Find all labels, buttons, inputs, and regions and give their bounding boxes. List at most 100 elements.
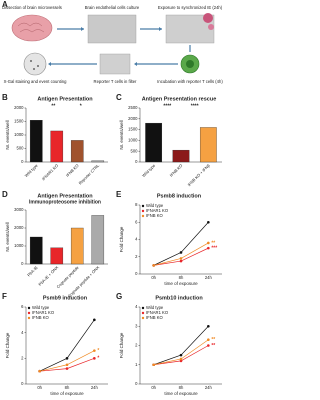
- figure: A Dissection of brain microvessels Brain…: [2, 0, 223, 396]
- legend-marker: [141, 209, 145, 213]
- point: [179, 257, 183, 260]
- point: [179, 359, 183, 363]
- significance: *: [97, 356, 99, 362]
- point: [207, 338, 210, 342]
- cell-culture-image: [87, 14, 137, 44]
- series-line: [153, 247, 209, 266]
- significance: **: [51, 103, 55, 109]
- y-axis-label: Nr. events/well: [119, 120, 124, 149]
- dish-icon: [23, 52, 47, 76]
- legend-marker: [27, 316, 31, 320]
- y-axis-label: Fold Change: [119, 332, 124, 358]
- y-tick-label: 500: [17, 146, 25, 151]
- y-tick-label: 1000: [14, 132, 24, 137]
- panel-label: B: [2, 93, 8, 102]
- x-tick-label: 8h: [179, 275, 184, 280]
- y-tick-label: 0: [21, 381, 24, 386]
- bar: [50, 130, 64, 163]
- step-caption: Reporter T cells in filter: [94, 79, 138, 84]
- bar: [91, 160, 105, 163]
- legend-marker: [141, 306, 145, 310]
- point: [207, 241, 210, 245]
- x-tick-label: 24h: [205, 385, 213, 390]
- point: [65, 363, 69, 367]
- legend-marker: [141, 204, 145, 208]
- panel-a: A Dissection of brain microvessels Brain…: [2, 0, 223, 84]
- bar: [145, 122, 163, 163]
- legend-label: IFNAR1 KO: [32, 310, 55, 315]
- significance: ****: [191, 103, 199, 109]
- y-axis-label: Nr. events/well: [5, 222, 10, 251]
- x-axis-label: time of exposure: [50, 391, 84, 396]
- y-tick-label: 500: [131, 148, 139, 153]
- x-axis-label: time of exposure: [164, 281, 198, 286]
- point: [38, 369, 41, 373]
- chart-title: Antigen Presentation rescue: [142, 96, 217, 102]
- y-tick-label: 4: [135, 304, 138, 309]
- legend-label: IFNAR1 KO: [146, 310, 169, 315]
- x-tick-label: 0h: [37, 385, 42, 390]
- legend-marker: [141, 311, 145, 315]
- y-tick-label: 6: [135, 219, 138, 224]
- panel-label: F: [2, 292, 7, 301]
- x-tick-label: Wild type: [141, 162, 157, 178]
- point: [179, 259, 183, 263]
- x-axis-label: time of exposure: [164, 391, 198, 396]
- point: [179, 353, 183, 357]
- chart-title: Psmb8 induction: [157, 193, 202, 199]
- chart-title: Antigen Presentation: [37, 193, 93, 199]
- panel-label: E: [116, 190, 122, 199]
- bar: [172, 149, 190, 163]
- point: [179, 251, 183, 254]
- x-tick-label: IFNB KO: [65, 163, 80, 178]
- significance: **: [211, 337, 215, 343]
- point: [93, 357, 96, 360]
- y-tick-label: 2: [21, 355, 24, 360]
- y-tick-label: 0: [21, 159, 24, 164]
- x-tick-label: 0h: [151, 385, 156, 390]
- y-tick-label: 1: [135, 362, 138, 367]
- significance: **: [211, 343, 215, 349]
- point: [207, 220, 210, 224]
- y-tick-label: 2000: [128, 116, 138, 121]
- significance: **: [211, 240, 215, 246]
- ie-icon: [203, 13, 213, 23]
- x-tick-label: IFNAR1 KO: [41, 163, 59, 181]
- x-tick-label: 24h: [205, 275, 213, 280]
- step-caption: Brain endothelial cells culture: [85, 5, 140, 10]
- point: [93, 349, 96, 352]
- y-tick-label: 1000: [128, 138, 138, 143]
- brain-folds: [17, 22, 45, 33]
- y-tick-label: 4: [135, 237, 138, 242]
- x-tick-label: PbA-IE: [26, 265, 39, 278]
- bar: [29, 120, 43, 163]
- point: [93, 318, 96, 322]
- y-tick-label: 0: [135, 271, 138, 276]
- legend-marker: [141, 316, 145, 320]
- legend-label: IFNAR1 KO: [146, 208, 169, 213]
- bar: [91, 215, 105, 265]
- x-tick-label: IFNB KO: [169, 163, 184, 178]
- panel-label: G: [116, 292, 122, 301]
- point: [65, 357, 69, 360]
- y-tick-label: 2000: [14, 225, 24, 230]
- bar: [199, 127, 217, 163]
- y-tick-label: 1000: [14, 243, 24, 248]
- legend-label: Wild type: [146, 305, 164, 310]
- point: [65, 367, 69, 370]
- panel-label: A: [2, 0, 8, 9]
- panel-label: D: [2, 190, 8, 199]
- legend-marker: [27, 306, 31, 310]
- bar: [70, 140, 84, 163]
- bar: [70, 227, 84, 265]
- ie-icon: [208, 24, 214, 30]
- t-cell-core: [186, 60, 194, 68]
- y-tick-label: 1500: [128, 127, 138, 132]
- chart-subtitle: Immunoproteosome inhibition: [29, 199, 101, 205]
- significance: *: [97, 348, 99, 354]
- bar: [50, 247, 64, 265]
- step-caption: Exposure to synchronized IE (24h): [158, 5, 223, 10]
- y-tick-label: 3000: [14, 207, 24, 212]
- legend-label: IFNB KO: [146, 315, 163, 320]
- legend-label: Wild type: [32, 305, 50, 310]
